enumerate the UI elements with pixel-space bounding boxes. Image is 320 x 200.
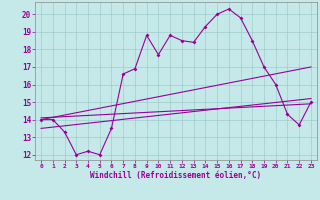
X-axis label: Windchill (Refroidissement éolien,°C): Windchill (Refroidissement éolien,°C) [91, 171, 261, 180]
